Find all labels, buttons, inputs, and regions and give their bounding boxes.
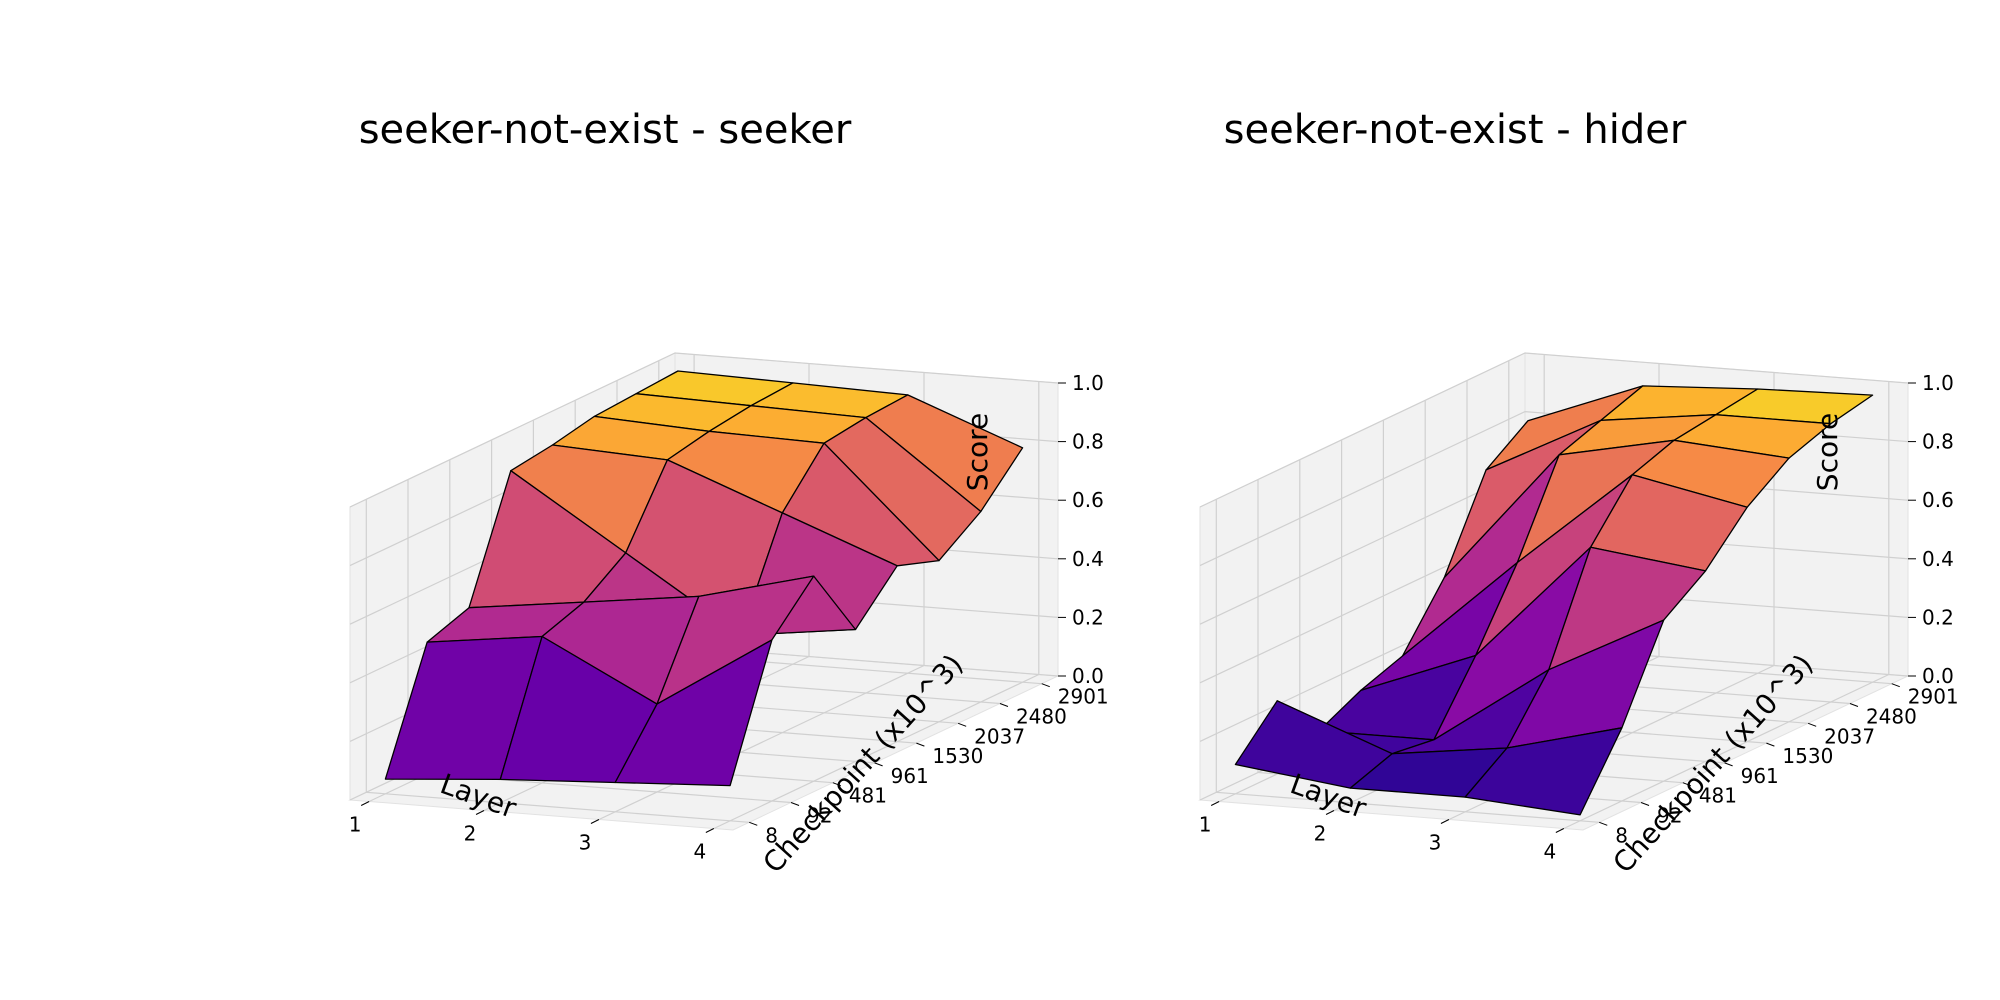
x-tick-mark	[1210, 801, 1220, 806]
z-tick-label: 1.0	[1922, 371, 1954, 395]
y-tick-label: 2037	[1824, 724, 1875, 748]
z-tick-label: 0.4	[1072, 547, 1104, 571]
x-tick-mark	[1555, 828, 1565, 833]
x-tick-mark	[590, 819, 600, 824]
z-tick-label: 0.2	[1072, 605, 1104, 629]
y-tick-mark	[1849, 703, 1859, 707]
x-tick-mark	[1325, 810, 1335, 815]
x-tick-label: 2	[464, 822, 477, 846]
y-tick-label: 2901	[1908, 685, 1959, 709]
x-tick-mark	[360, 801, 370, 806]
z-axis-label: Score	[1811, 413, 1844, 491]
y-tick-label: 2901	[1058, 685, 1109, 709]
z-tick-label: 0.0	[1072, 664, 1104, 688]
subplot-title: seeker-not-exist - hider	[1224, 107, 1687, 153]
y-tick-mark	[1808, 722, 1817, 727]
x-tick-label: 4	[693, 840, 706, 864]
y-tick-mark	[1891, 683, 1900, 688]
y-tick-mark	[832, 782, 841, 787]
x-tick-label: 1	[1199, 813, 1212, 837]
x-tick-mark	[1440, 819, 1450, 824]
z-tick-label: 0.2	[1922, 605, 1954, 629]
y-tick-label: 1530	[932, 744, 983, 768]
y-tick-label: 2037	[974, 724, 1025, 748]
y-tick-label: 8	[765, 823, 778, 847]
y-tick-mark	[1724, 762, 1733, 767]
z-tick-label: 0.6	[1072, 488, 1104, 512]
y-tick-label: 2480	[1866, 705, 1917, 729]
y-tick-label: 961	[891, 764, 929, 788]
x-tick-label: 3	[579, 831, 592, 855]
y-tick-mark	[1041, 683, 1050, 688]
y-tick-label: 8	[1615, 823, 1628, 847]
y-tick-mark	[874, 762, 883, 767]
x-tick-label: 2	[1314, 822, 1327, 846]
surface-face	[1464, 727, 1623, 816]
x-tick-label: 3	[1429, 831, 1442, 855]
y-tick-mark	[916, 742, 925, 747]
y-tick-label: 2480	[1016, 705, 1067, 729]
y-tick-mark	[790, 802, 800, 806]
x-tick-label: 4	[1543, 840, 1556, 864]
y-tick-label: 1530	[1782, 744, 1833, 768]
z-tick-label: 0.4	[1922, 547, 1954, 571]
y-tick-label: 92	[1657, 804, 1682, 828]
y-tick-mark	[1599, 821, 1608, 826]
x-tick-mark	[475, 810, 485, 815]
y-tick-label: 481	[849, 784, 887, 808]
subplot-seeker: seeker-not-exist - seeker 1 2 3 48924819611…	[348, 107, 1109, 879]
y-tick-label: 481	[1699, 784, 1737, 808]
subplot-hider: seeker-not-exist - hider 1 2 3 4 8 92 48196115…	[1198, 107, 1959, 879]
surface-plot	[1234, 385, 1874, 816]
z-tick-label: 0.6	[1922, 488, 1954, 512]
z-tick-label: 1.0	[1072, 371, 1104, 395]
z-grid-line	[1199, 352, 1909, 508]
y-tick-mark	[1682, 782, 1691, 787]
z-grid-line	[349, 352, 1059, 508]
y-tick-mark	[1640, 802, 1650, 806]
surface-plot	[384, 370, 1024, 787]
z-axis-label: Score	[961, 413, 994, 491]
y-tick-mark	[1766, 742, 1775, 747]
x-tick-mark	[705, 828, 715, 833]
y-tick-mark	[999, 703, 1009, 707]
y-tick-label: 961	[1741, 764, 1779, 788]
y-tick-label: 92	[807, 804, 832, 828]
y-tick-mark	[958, 722, 967, 727]
surface-face	[614, 639, 773, 787]
z-tick-label: 0.0	[1922, 664, 1954, 688]
y-tick-mark	[749, 821, 758, 826]
z-tick-label: 0.8	[1922, 430, 1954, 454]
subplot-title: seeker-not-exist - seeker	[359, 107, 852, 153]
x-tick-label: 1	[349, 813, 362, 837]
z-tick-label: 0.8	[1072, 430, 1104, 454]
